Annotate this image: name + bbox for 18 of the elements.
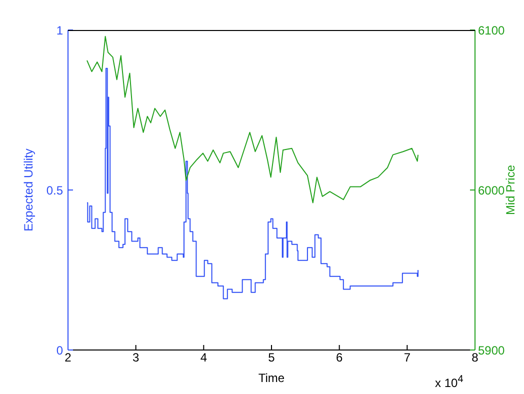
y-tick-label: 0 — [56, 343, 64, 358]
x-tick-label: 4 — [200, 350, 208, 365]
x-axis-title: Time — [258, 371, 285, 385]
y-axis-title: Expected Utility — [21, 148, 36, 232]
x-tick-label: 2 — [64, 350, 72, 365]
x-tick-label: 5 — [268, 350, 276, 365]
y2-tick-label: 5900 — [478, 343, 506, 358]
x-tick-label: 6 — [336, 350, 343, 365]
y-tick-label: 1 — [56, 23, 64, 38]
x-tick-label: 7 — [404, 350, 411, 365]
line-series — [86, 36, 419, 204]
y2-tick-label: 6000 — [478, 183, 506, 198]
y2-axis-title: Mid Price — [503, 164, 518, 216]
x-tick-label: 3 — [132, 350, 140, 365]
text: x 10$^{4}$ — [435, 374, 464, 390]
x-tick-label: 8 — [472, 350, 479, 365]
y-tick-label: 0.5 — [46, 183, 64, 198]
y2-tick-label: 6100 — [478, 23, 506, 38]
